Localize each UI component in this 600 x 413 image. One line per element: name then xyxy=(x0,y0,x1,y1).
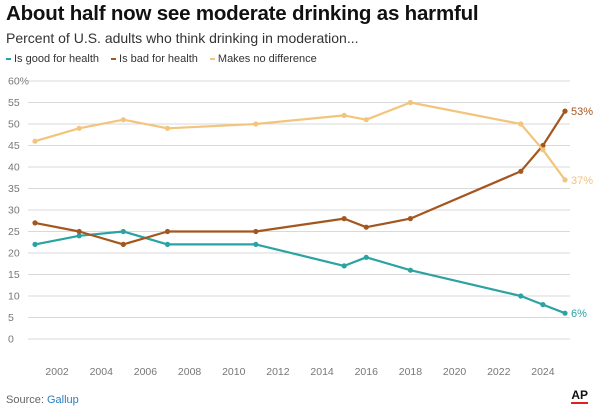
data-point-good xyxy=(363,254,369,260)
legend-label-good: Is good for health xyxy=(14,53,100,65)
end-labels: 6% 53% 37% xyxy=(571,106,593,320)
x-tick-label: 2012 xyxy=(266,366,290,378)
series-line-nodiff xyxy=(33,101,567,181)
data-point-good xyxy=(120,228,126,235)
y-tick-label: 50 xyxy=(8,119,20,131)
y-tick-label: 10 xyxy=(8,291,20,303)
data-point-bad xyxy=(253,228,259,235)
data-point-good xyxy=(407,267,414,273)
legend-swatch-nodiff xyxy=(209,58,215,60)
chart-subtitle: Percent of U.S. adults who think drinkin… xyxy=(6,30,359,46)
grid-lines xyxy=(28,80,570,340)
x-tick-label: 2022 xyxy=(487,366,511,378)
data-point-good xyxy=(164,241,171,247)
legend-label-bad: Is bad for health xyxy=(119,53,198,65)
legend-item-good: Is good for health xyxy=(6,53,99,65)
data-point-nodiff xyxy=(76,125,82,131)
legend-swatch-good xyxy=(6,58,11,60)
source-label: Source: xyxy=(6,394,44,406)
data-point-bad xyxy=(120,241,126,247)
end-label-good: 6% xyxy=(571,308,587,320)
data-point-nodiff xyxy=(407,99,414,106)
data-point-good xyxy=(341,263,347,269)
legend-item-nodiff: Makes no difference xyxy=(209,53,317,65)
data-point-nodiff xyxy=(120,117,126,123)
data-point-nodiff xyxy=(253,121,259,127)
legend-swatch-bad xyxy=(111,58,117,60)
y-tick-label: 60% xyxy=(8,76,29,88)
series-lines xyxy=(32,99,568,316)
data-point-nodiff xyxy=(518,121,524,127)
source-note: Source: Gallup xyxy=(6,394,79,406)
x-tick-label: 2010 xyxy=(222,366,246,378)
series-line-bad xyxy=(33,109,567,246)
data-point-good xyxy=(540,302,546,308)
legend-item-bad: Is bad for health xyxy=(111,53,198,65)
legend: Is good for health Is bad for health Mak… xyxy=(6,53,317,65)
y-tick-label: 55 xyxy=(8,97,20,109)
chart-title: About half now see moderate drinking as … xyxy=(6,2,479,25)
data-point-good xyxy=(76,233,82,239)
y-tick-label: 20 xyxy=(8,248,20,260)
x-tick-label: 2004 xyxy=(90,366,114,378)
data-point-nodiff xyxy=(562,177,568,183)
end-label-bad: 53% xyxy=(571,106,593,118)
end-label-nodiff: 37% xyxy=(571,175,593,187)
x-tick-label: 2006 xyxy=(134,366,158,378)
x-tick-label: 2016 xyxy=(355,366,379,378)
data-point-bad xyxy=(164,228,171,235)
source-link[interactable]: Gallup xyxy=(46,394,79,406)
data-point-good xyxy=(518,293,524,299)
y-tick-label: 45 xyxy=(8,140,20,152)
data-point-bad xyxy=(407,216,414,222)
x-tick-label: 2018 xyxy=(399,366,423,378)
x-tick-label: 2008 xyxy=(178,366,202,378)
data-point-bad xyxy=(363,224,369,230)
data-point-good xyxy=(32,241,38,247)
data-point-nodiff xyxy=(363,117,369,123)
data-point-nodiff xyxy=(164,125,171,131)
y-tick-label: 5 xyxy=(8,312,14,324)
x-tick-label: 2002 xyxy=(45,366,69,378)
data-point-bad xyxy=(76,228,82,235)
data-point-nodiff xyxy=(341,112,347,118)
ap-logo: AP xyxy=(571,388,588,404)
x-tick-label: 2020 xyxy=(443,366,467,378)
data-point-nodiff xyxy=(540,147,546,153)
data-point-good xyxy=(562,310,568,316)
y-tick-label: 15 xyxy=(8,269,20,281)
y-tick-label: 30 xyxy=(8,205,20,217)
y-tick-label: 35 xyxy=(8,183,20,195)
x-tick-label: 2014 xyxy=(310,366,334,378)
series-line-good xyxy=(33,230,567,315)
y-tick-label: 0 xyxy=(8,334,14,346)
axis-ticks: 0 5 10 15 20 25 30 35 40 45 50 55 60% 2002 2004 2006 200… xyxy=(8,76,555,379)
data-point-bad xyxy=(562,108,568,114)
data-point-nodiff xyxy=(32,138,38,144)
data-point-bad xyxy=(341,216,347,222)
legend-label-nodiff: Makes no difference xyxy=(217,53,317,65)
data-point-good xyxy=(253,241,259,247)
data-point-bad xyxy=(518,168,524,174)
data-point-bad xyxy=(32,220,38,226)
y-tick-label: 40 xyxy=(8,162,20,174)
x-tick-label: 2024 xyxy=(531,366,555,378)
y-tick-label: 25 xyxy=(8,226,20,238)
